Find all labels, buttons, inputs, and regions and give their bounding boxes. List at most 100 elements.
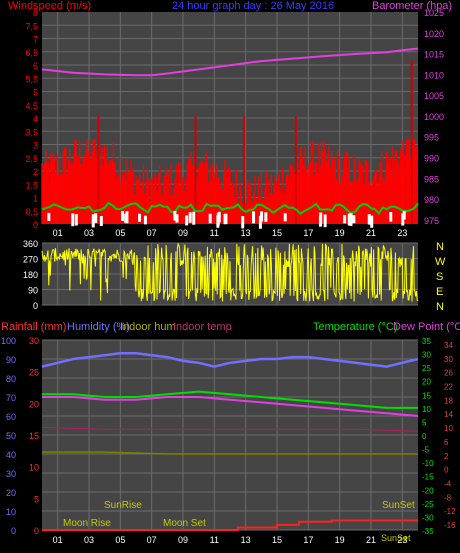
calm-marker: [216, 213, 220, 226]
wind-x-tick-label: 11: [210, 228, 219, 238]
calm-marker: [91, 214, 95, 228]
wind-tick-label: 8: [33, 8, 38, 18]
calm-marker: [352, 215, 356, 224]
temp-panel-ticks: 0102030405060708090100051015202530-35-30…: [1, 336, 456, 545]
humidity-axis-label: Humidity (%): [67, 321, 130, 333]
calm-marker: [175, 214, 179, 223]
wind-x-tick-label: 19: [335, 228, 345, 238]
indoor-hum-label: Indoor hum: [120, 321, 176, 333]
windspeed-axis-label: Windspeed (m/s): [8, 0, 91, 12]
dewpoint-tick-label: 26: [444, 369, 453, 378]
rain-tick-label: 20: [29, 399, 39, 409]
wind-x-tick-label: 07: [147, 228, 157, 238]
dewpoint-tick-label: 14: [444, 410, 453, 419]
compass-s: S: [436, 271, 443, 283]
calm-marker: [208, 213, 212, 224]
temp-x-tick-label: 23: [397, 535, 407, 545]
wind-tick-label: 2,5: [25, 154, 38, 164]
barometer-line: [41, 47, 419, 77]
wind-tick-label: 4,5: [25, 101, 38, 111]
direction-tick-label: 180: [23, 270, 38, 280]
wind-x-tick-label: 13: [241, 228, 251, 238]
barometer-tick-label: 1010: [424, 70, 444, 80]
rain-tick-label: 0: [34, 526, 39, 536]
temperature-tick-label: 35: [422, 337, 431, 346]
calm-marker: [74, 214, 78, 226]
direction-tick-label: 270: [23, 255, 38, 265]
temperature-tick-label: 15: [422, 391, 431, 400]
calm-marker: [99, 216, 103, 226]
dewpoint-tick-label: -4: [444, 479, 452, 488]
barometer-tick-label: 1020: [424, 29, 444, 39]
indoor-temp-label: Indoor temp: [173, 321, 232, 333]
temperature-tick-label: -35: [422, 527, 434, 536]
compass-n-top: N: [436, 241, 444, 253]
wind-panel-ticks: 0 0,5 1 1,5 2 2,5 3 3,5 4 4,5 5 5,5 6 6,5 7 7,5 8 975 980 9…: [25, 8, 444, 238]
wind-x-tick-label: 09: [178, 228, 188, 238]
moon-set-annotation: Moon Set: [163, 518, 206, 529]
direction-tick-label: 90: [28, 286, 38, 296]
calm-marker: [343, 215, 347, 224]
rain-tick-label: 10: [29, 463, 39, 473]
temperature-tick-label: 0: [422, 432, 427, 441]
temp-x-tick-label: 01: [53, 535, 63, 545]
barometer-tick-label: 990: [424, 153, 439, 163]
rain-tick-label: 5: [34, 494, 39, 504]
wind-x-tick-label: 05: [115, 228, 125, 238]
indoor-temp-line: [41, 426, 419, 432]
rain-tick-label: 30: [29, 336, 39, 346]
temperature-tick-label: -30: [422, 513, 434, 522]
compass-w: W: [435, 256, 446, 268]
calm-marker: [283, 213, 287, 222]
temperature-tick-label: 10: [422, 405, 431, 414]
dewpoint-tick-label: 30: [444, 355, 453, 364]
barometer-tick-label: 1005: [424, 91, 444, 101]
dewpoint-tick-label: 2: [444, 452, 449, 461]
humidity-line: [41, 352, 419, 368]
humidity-tick-label: 60: [6, 412, 16, 422]
dewpoint-tick-label: 0: [444, 466, 449, 475]
dewpoint-tick-label: 6: [444, 438, 449, 447]
humidity-tick-label: 20: [6, 488, 16, 498]
dewpoint-tick-label: 18: [444, 396, 453, 405]
calm-marker: [370, 215, 374, 228]
calm-marker: [192, 211, 196, 225]
calm-marker: [318, 215, 322, 227]
humidity-tick-label: 100: [1, 336, 16, 346]
wind-x-tick-label: 15: [272, 228, 282, 238]
wind-tick-label: 5: [33, 88, 38, 98]
temperature-tick-label: -25: [422, 500, 434, 509]
direction-tick-label: 360: [23, 239, 38, 249]
calm-marker: [173, 210, 177, 221]
calm-marker: [389, 212, 393, 222]
calm-marker: [349, 213, 353, 226]
dewpoint-axis-label: Dew Point (°C): [393, 321, 460, 333]
temp-x-tick-label: 17: [303, 535, 313, 545]
sunset-annotation-bottom: SunSet: [381, 533, 411, 543]
temperature-tick-label: 30: [422, 351, 431, 360]
temperature-tick-label: 20: [422, 378, 431, 387]
temp-x-tick-label: 19: [335, 535, 345, 545]
temp-x-tick-label: 07: [147, 535, 157, 545]
wind-tick-label: 2: [33, 167, 38, 177]
temperature-tick-label: -5: [422, 446, 430, 455]
wind-average-line: [41, 201, 419, 216]
sunrise-annotation: SunRise: [104, 500, 142, 511]
wind-tick-label: 7,5: [25, 21, 38, 31]
dewpoint-tick-label: -12: [444, 507, 456, 516]
humidity-tick-label: 70: [6, 393, 16, 403]
calm-marker: [143, 215, 147, 225]
temp-panel-grid: [42, 339, 418, 531]
temp-x-tick-label: 03: [84, 535, 94, 545]
wind-tick-label: 6,5: [25, 48, 38, 58]
wind-direction-trace: [41, 242, 419, 302]
wind-tick-label: 6: [33, 61, 38, 71]
temperature-tick-label: -10: [422, 459, 434, 468]
barometer-tick-label: 985: [424, 174, 439, 184]
moon-rise-annotation: Moon Rise: [63, 518, 111, 529]
humidity-tick-label: 30: [6, 469, 16, 479]
barometer-tick-label: 975: [424, 216, 439, 226]
wind-tick-label: 3: [33, 141, 38, 151]
